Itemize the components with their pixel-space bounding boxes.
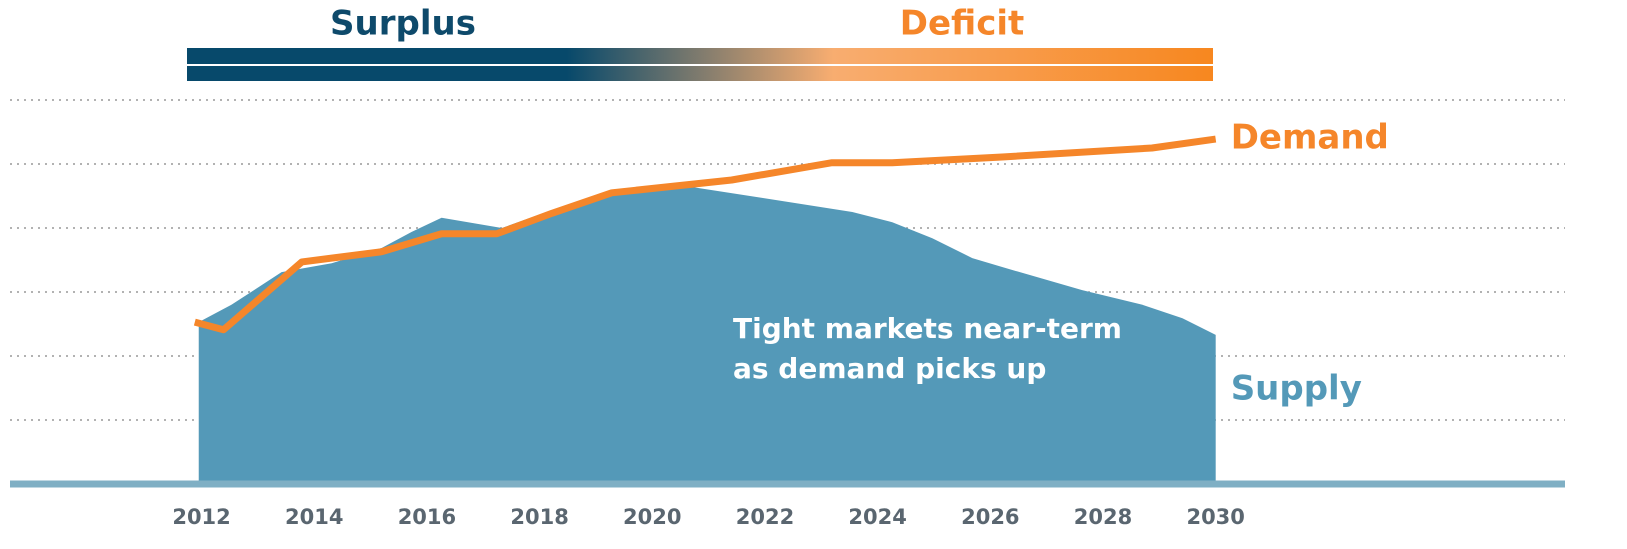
x-tick-label: 2028: [1074, 505, 1132, 529]
series-label: Demand: [1231, 118, 1389, 158]
x-tick-label: 2014: [285, 505, 343, 529]
x-tick-label: 2016: [398, 505, 456, 529]
annotation: as demand picks up: [733, 352, 1046, 385]
demand-line: [193, 135, 1217, 334]
x-tick-label: 2018: [510, 505, 568, 529]
series-label: Supply: [1231, 369, 1362, 409]
x-tick-label: 2012: [172, 505, 230, 529]
x-tick-label: 2030: [1186, 505, 1244, 529]
x-tick-label: 2024: [848, 505, 906, 529]
x-tick-label: 2020: [623, 505, 681, 529]
deficit-label: Deficit: [900, 4, 1025, 44]
x-tick-label: 2022: [736, 505, 794, 529]
supply-area: [198, 187, 1216, 485]
surplus-label: Surplus: [330, 4, 476, 44]
annotation: Tight markets near-term: [733, 312, 1122, 345]
x-tick-label: 2026: [961, 505, 1019, 529]
